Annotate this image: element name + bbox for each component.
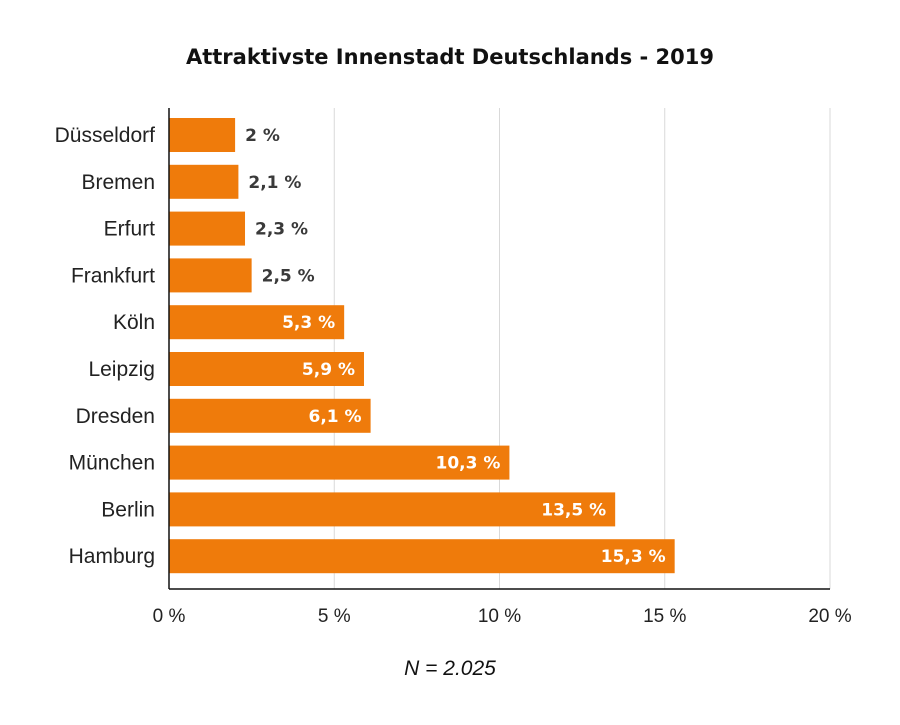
bar	[169, 398, 371, 433]
sample-size-note: N = 2.025	[404, 657, 496, 680]
category-label: Frankfurt	[71, 264, 155, 287]
value-label: 5,9 %	[302, 360, 355, 380]
bar	[169, 305, 345, 340]
value-label: 5,3 %	[282, 313, 335, 333]
chart-title: Attraktivste Innenstadt Deutschlands - 2…	[185, 45, 715, 69]
bars	[169, 118, 675, 574]
x-tick-label: 10 %	[478, 606, 521, 627]
category-label: Dresden	[76, 405, 155, 428]
bar	[169, 539, 675, 574]
bar	[169, 211, 246, 246]
category-labels: Düsseldorf Bremen Erfurt Frankfurt Köln Leipz…	[55, 124, 156, 568]
category-label: Düsseldorf	[55, 124, 156, 147]
bar	[169, 258, 252, 293]
value-label: 2,5 %	[262, 266, 315, 286]
x-tick-label: 20 %	[808, 606, 851, 627]
bar	[169, 352, 364, 386]
bar	[169, 118, 236, 152]
value-label: 15,3 %	[601, 547, 666, 567]
value-label: 2,3 %	[255, 220, 308, 240]
category-label: München	[69, 452, 155, 475]
x-tick-labels: 0 % 5 % 10 % 15 % 20 %	[153, 606, 852, 627]
x-tick-label: 0 %	[153, 606, 186, 627]
value-label: 13,5 %	[541, 500, 606, 520]
value-label: 6,1 %	[309, 407, 362, 427]
category-label: Bremen	[81, 171, 155, 194]
value-labels: 2 % 2,1 % 2,3 % 2,5 % 5,3 % 5,9 % 6,1 % 10,3 % 1…	[245, 126, 666, 567]
category-label: Berlin	[101, 498, 155, 521]
category-label: Leipzig	[88, 358, 155, 381]
category-label: Erfurt	[104, 218, 156, 241]
bar	[169, 164, 239, 199]
x-tick-label: 15 %	[643, 606, 686, 627]
value-label: 2 %	[245, 126, 280, 146]
category-label: Köln	[113, 311, 155, 334]
x-tick-label: 5 %	[318, 606, 351, 627]
bar	[169, 492, 616, 527]
category-label: Hamburg	[69, 545, 155, 568]
bar	[169, 445, 510, 480]
value-label: 10,3 %	[436, 454, 501, 474]
value-label: 2,1 %	[248, 173, 301, 193]
